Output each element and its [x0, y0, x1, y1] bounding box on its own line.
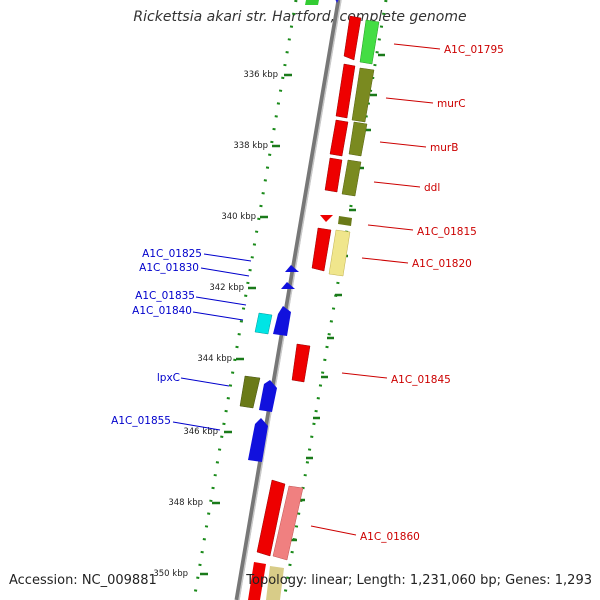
gene-label[interactable]: A1C_01840 — [132, 305, 192, 317]
forward-genes — [248, 0, 362, 600]
gene-block-murb — [348, 121, 368, 157]
gene-label[interactable]: lpxC — [157, 372, 180, 384]
gene-label[interactable]: ddl — [424, 182, 440, 194]
left-frame-dotted-line — [192, 0, 298, 600]
gene-label[interactable]: murB — [430, 142, 458, 154]
chromosome-backbone-highlight — [238, 0, 342, 600]
gene-block-a1c-01820 — [328, 229, 351, 277]
kbp-label: 342 kbp — [209, 283, 244, 293]
forward-leader-lines — [310, 43, 441, 536]
gene-label[interactable]: A1C_01795 — [444, 44, 504, 56]
leader-line — [203, 253, 252, 262]
gene-block — [305, 0, 319, 5]
gene-block-a1c-01835 — [254, 312, 273, 335]
gene-arrow-murc-frame — [335, 63, 356, 119]
kbp-label: 340 kbp — [221, 212, 256, 222]
gene-block-ddl — [341, 159, 362, 197]
kbp-label: 346 kbp — [183, 427, 218, 437]
leader-line — [373, 181, 421, 188]
gene-block-lpxc — [239, 375, 261, 409]
gene-arrow-a1c-01825 — [285, 265, 299, 272]
leader-line — [172, 421, 221, 431]
leader-line — [310, 525, 357, 536]
gene-arrow-a1c-01860-frame — [256, 479, 286, 557]
leader-line — [200, 267, 250, 277]
leader-line — [379, 141, 427, 148]
kbp-label: 338 kbp — [233, 141, 268, 151]
gene-arrow-a1c-01795 — [343, 15, 362, 61]
topology-text: Topology: linear; Length: 1,231,060 bp; … — [246, 573, 592, 588]
gene-arrow-a1c-01840 — [273, 306, 291, 336]
kbp-tick-marks — [200, 73, 292, 576]
kbp-label: 348 kbp — [168, 498, 203, 508]
kbp-label: 336 kbp — [243, 70, 278, 80]
leader-line — [361, 257, 409, 264]
gene-label[interactable]: A1C_01830 — [139, 262, 199, 274]
gene-arrow-a1c-01820-frame — [311, 227, 332, 272]
gene-label[interactable]: A1C_01820 — [412, 258, 472, 270]
gene-arrow-a1c-01845 — [291, 343, 311, 383]
reverse-genes — [239, 265, 299, 462]
leader-line — [341, 372, 388, 379]
gene-arrow-murb-frame — [329, 119, 349, 157]
gene-arrow-ddl-frame — [324, 157, 343, 193]
gene-block-a1c-01795 — [359, 19, 380, 65]
gene-block-a1c-01815 — [338, 216, 352, 226]
accession-text: Accession: NC_009881 — [9, 573, 157, 588]
gene-label[interactable]: A1C_01815 — [417, 226, 477, 238]
gene-block-a1c-01860 — [272, 485, 304, 561]
kbp-label: 344 kbp — [197, 354, 232, 364]
leader-line — [367, 224, 414, 231]
gene-arrow-a1c-01855 — [248, 418, 268, 462]
leader-line — [393, 43, 441, 50]
gene-block-murc — [351, 67, 375, 123]
leader-line — [195, 296, 247, 306]
leader-line — [192, 311, 244, 321]
gene-block — [266, 566, 284, 600]
kbp-label: 350 kbp — [153, 569, 188, 579]
chromosome-backbone — [234, 0, 342, 600]
gene-arrow-lpxc — [259, 380, 277, 412]
gene-label[interactable]: A1C_01855 — [111, 415, 171, 427]
gene-label[interactable]: A1C_01860 — [360, 531, 420, 543]
leader-line — [385, 97, 434, 104]
gene-label[interactable]: A1C_01835 — [135, 290, 195, 302]
gene-label[interactable]: murC — [437, 98, 466, 110]
gene-arrow — [248, 562, 266, 600]
gene-arrow — [335, 0, 339, 3]
gene-label[interactable]: A1C_01825 — [142, 248, 202, 260]
gene-label[interactable]: A1C_01845 — [391, 374, 451, 386]
gene-arrow-a1c-01815-frame — [320, 215, 333, 222]
gene-arrow-a1c-01830 — [281, 282, 295, 289]
reverse-leader-lines — [172, 253, 252, 431]
cog-colored-genes — [266, 0, 380, 600]
leader-line — [180, 377, 230, 387]
